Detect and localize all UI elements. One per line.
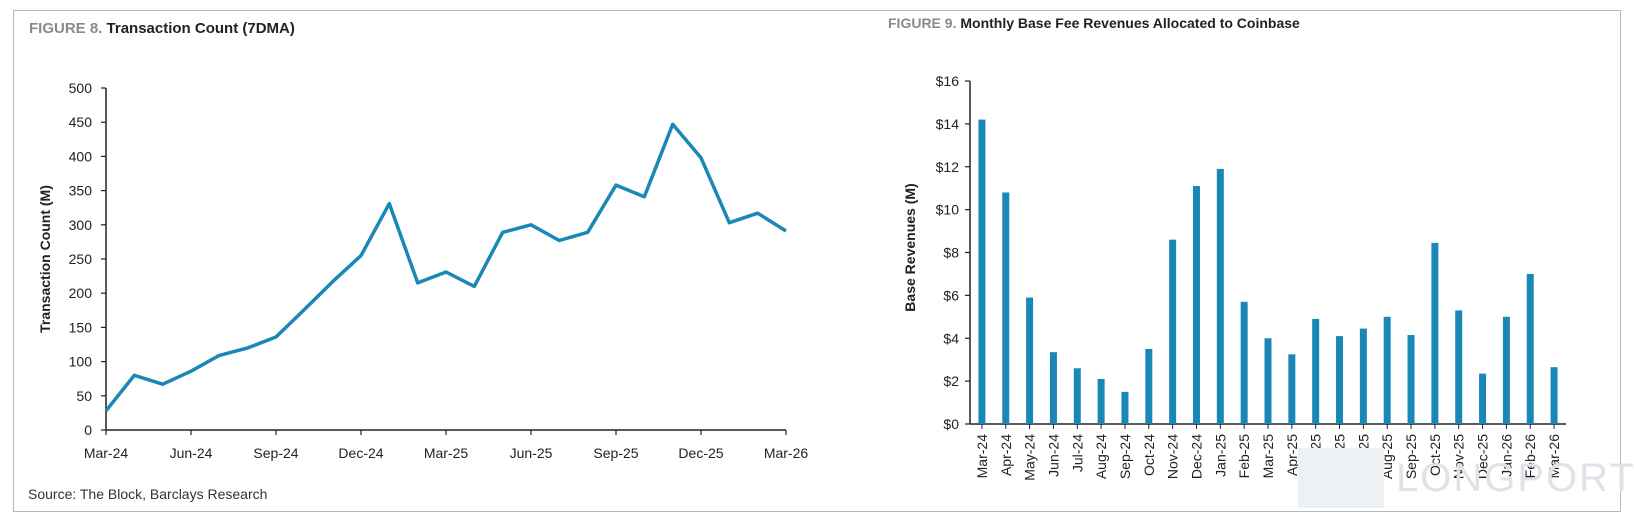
- y-tick-label: $2: [943, 373, 959, 389]
- revenue-bar: [1216, 168, 1224, 424]
- revenue-bar: [1550, 367, 1558, 424]
- x-tick-label: Mar-24: [84, 445, 129, 461]
- x-tick-label: Sep-25: [1403, 434, 1419, 479]
- x-tick-label: Dec-25: [1475, 434, 1491, 479]
- revenue-bar: [1026, 297, 1034, 424]
- x-tick-label: Sep-24: [1117, 434, 1133, 479]
- x-tick-label: Mar-26: [1546, 434, 1562, 479]
- x-tick-label: Aug-24: [1093, 434, 1109, 479]
- x-tick-label: Mar-26: [764, 445, 809, 461]
- y-tick-label: $16: [936, 73, 960, 89]
- y-tick-label: 300: [69, 217, 93, 233]
- x-tick-label: Mar-25: [1260, 434, 1276, 479]
- figure8-title-text: Transaction Count (7DMA): [106, 20, 295, 37]
- x-tick-label: Jul-24: [1069, 434, 1085, 472]
- revenue-bar: [1455, 310, 1463, 424]
- figure-frame: [13, 10, 1621, 512]
- x-tick-label: Dec-25: [678, 445, 723, 461]
- y-tick-label: 350: [69, 183, 93, 199]
- y-tick-label: $6: [943, 287, 959, 303]
- revenue-bar: [1049, 352, 1057, 424]
- y-tick-label: 200: [69, 285, 93, 301]
- y-axis-title: Base Revenues (M): [902, 183, 918, 311]
- x-tick-label: Mar-24: [974, 434, 990, 479]
- y-tick-label: 400: [69, 148, 93, 164]
- figure9-title: FIGURE 9. Monthly Base Fee Revenues Allo…: [888, 15, 1300, 31]
- x-tick-label: Mar-25: [424, 445, 469, 461]
- y-tick-label: $12: [936, 159, 960, 175]
- y-tick-label: $0: [943, 416, 959, 432]
- revenue-bar: [1121, 391, 1129, 424]
- y-tick-label: $8: [943, 245, 959, 261]
- revenue-bar: [1431, 242, 1439, 424]
- revenue-bar: [1407, 335, 1415, 424]
- revenue-bar: [1169, 239, 1177, 424]
- revenue-bar: [1240, 301, 1248, 424]
- x-tick-label: Jun-24: [1045, 434, 1061, 477]
- figure8-title: FIGURE 8. Transaction Count (7DMA): [29, 20, 295, 37]
- x-tick-label: Oct-24: [1141, 434, 1157, 476]
- y-tick-label: 0: [84, 422, 92, 438]
- x-tick-label: Feb-26: [1522, 434, 1538, 479]
- x-tick-label: Nov-24: [1165, 434, 1181, 479]
- figure9-label: FIGURE 9.: [888, 15, 957, 31]
- x-tick-label: Jun-24: [170, 445, 213, 461]
- x-tick-label: Jun-25: [510, 445, 553, 461]
- revenue-bar: [1359, 328, 1367, 424]
- revenue-bar: [1145, 348, 1153, 424]
- x-tick-label: Oct-25: [1427, 434, 1443, 476]
- revenue-bar: [1312, 318, 1320, 424]
- revenue-bar: [978, 119, 986, 425]
- x-tick-label: Dec-24: [338, 445, 383, 461]
- y-tick-label: 50: [76, 388, 92, 404]
- y-tick-label: $4: [943, 330, 959, 346]
- transaction-count-series-line: [104, 122, 787, 412]
- x-tick-label: Nov-25: [1451, 434, 1467, 479]
- watermark-mark-icon: [1298, 448, 1384, 508]
- y-tick-label: 500: [69, 80, 93, 96]
- y-tick-label: 250: [69, 251, 93, 267]
- x-tick-label: Apr-25: [1284, 434, 1300, 476]
- figure9-title-text: Monthly Base Fee Revenues Allocated to C…: [960, 15, 1300, 31]
- x-tick-label: Sep-24: [253, 445, 298, 461]
- y-axis-title: Transaction Count (M): [37, 185, 53, 333]
- x-tick-label: May-24: [1022, 434, 1038, 481]
- x-tick-label: Sep-25: [593, 445, 638, 461]
- x-tick-label: Jan-25: [1212, 434, 1228, 477]
- y-tick-label: 450: [69, 114, 93, 130]
- x-tick-label: Feb-25: [1236, 434, 1252, 479]
- x-tick-label: Apr-24: [998, 434, 1014, 476]
- revenue-bar: [1097, 378, 1105, 424]
- y-tick-label: 100: [69, 354, 93, 370]
- revenue-bar: [1073, 368, 1081, 424]
- x-tick-label: Dec-24: [1188, 434, 1204, 479]
- y-tick-label: $14: [936, 116, 960, 132]
- revenue-bar: [1192, 186, 1200, 424]
- figure8-label: FIGURE 8.: [29, 20, 103, 37]
- watermark-logo: LONGPORT: [1298, 438, 1634, 512]
- revenue-bar: [1288, 354, 1296, 424]
- revenue-bar: [1526, 273, 1534, 424]
- transaction-count-line-chart: 0 50 100 150 200 250 300 350 400 450 500 Mar-24 Jun-…: [37, 80, 809, 461]
- revenue-bar: [1264, 338, 1272, 424]
- y-tick-label: $10: [936, 202, 960, 218]
- source-note: Source: The Block, Barclays Research: [28, 486, 268, 502]
- revenue-bar: [1479, 373, 1487, 424]
- x-tick-label: Jan-26: [1498, 434, 1514, 477]
- revenue-bar: [1502, 316, 1510, 424]
- watermark-text: LONGPORT: [1396, 456, 1634, 500]
- revenue-bar: [1002, 192, 1010, 424]
- y-tick-label: 150: [69, 319, 93, 335]
- revenue-bar: [1336, 336, 1344, 424]
- revenue-bar: [1383, 316, 1391, 424]
